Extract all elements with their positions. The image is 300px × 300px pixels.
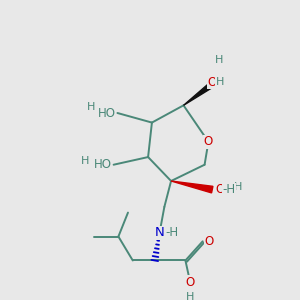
Text: O: O xyxy=(204,135,213,148)
Text: H: H xyxy=(215,55,223,65)
Text: H: H xyxy=(234,182,243,192)
Polygon shape xyxy=(184,82,214,105)
Polygon shape xyxy=(171,181,213,193)
Text: -H: -H xyxy=(223,183,236,196)
Text: -H: -H xyxy=(166,226,178,239)
Text: H: H xyxy=(87,102,95,112)
Text: H: H xyxy=(186,292,194,300)
Text: O: O xyxy=(205,235,214,248)
Text: H: H xyxy=(81,156,90,166)
Text: H: H xyxy=(216,77,224,87)
Text: N: N xyxy=(155,226,164,239)
Text: O: O xyxy=(208,76,217,89)
Text: O: O xyxy=(186,276,195,289)
Text: HO: HO xyxy=(98,106,116,119)
Text: HO: HO xyxy=(94,158,112,171)
Text: O: O xyxy=(215,183,224,196)
